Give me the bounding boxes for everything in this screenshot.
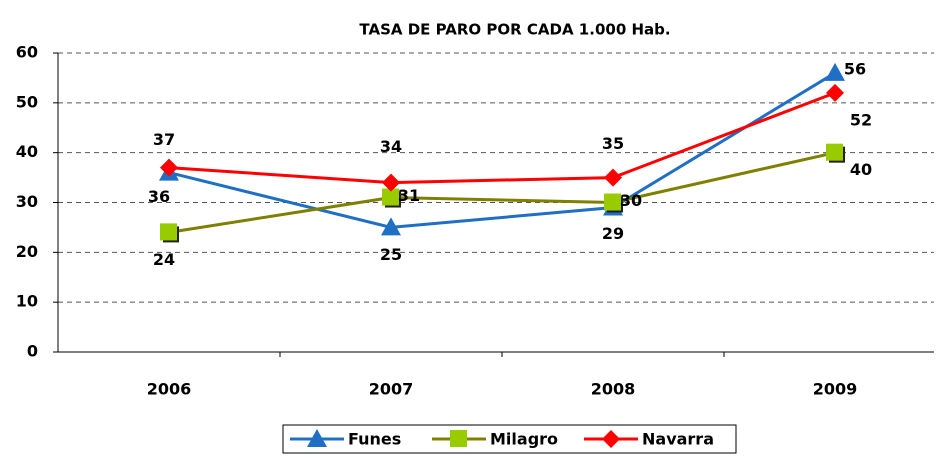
point-marker [160,158,178,177]
y-tick-label: 20 [16,242,38,261]
point-marker [826,143,843,161]
y-tick-label: 50 [16,92,38,111]
legend-label: Funes [348,430,401,449]
point-marker [382,173,400,192]
y-tick-label: 10 [16,292,38,311]
x-tick-label: 2008 [591,380,636,399]
x-tick-label: 2007 [369,380,414,399]
legend-marker [450,430,467,447]
point-marker [604,168,622,187]
data-label: 37 [153,130,175,149]
series-line [168,91,836,185]
point-marker [382,188,399,206]
data-label: 31 [398,186,420,205]
series-line [168,151,836,234]
chart-title: TASA DE PARO POR CADA 1.000 Hab. [359,21,670,39]
point-marker [381,217,401,236]
data-label: 30 [620,191,642,210]
data-label: 52 [850,110,872,129]
y-tick-label: 60 [16,43,38,62]
data-label: 40 [850,160,872,179]
data-label: 36 [148,187,170,206]
data-label: 34 [380,137,402,156]
data-label: 35 [602,134,624,153]
y-tick-label: 40 [16,142,38,161]
point-marker [826,83,844,102]
data-label: 29 [602,224,624,243]
point-marker [604,193,621,211]
y-tick-label: 0 [27,342,38,361]
legend-symbol [307,429,327,447]
data-label: 56 [844,59,866,78]
legend-label: Milagro [490,430,558,449]
legend-symbol [602,430,620,448]
point-marker [825,62,845,81]
y-tick-label: 30 [16,192,38,211]
x-tick-label: 2006 [147,380,192,399]
legend-box [282,424,737,454]
legend-marker [602,430,620,448]
data-label: 24 [153,250,175,269]
data-label: 25 [380,245,402,264]
legend-marker [307,429,327,447]
series-line [168,71,836,229]
legend-label: Navarra [642,430,714,449]
point-marker [160,223,177,241]
x-tick-label: 2009 [813,380,858,399]
legend-symbol [450,430,467,447]
